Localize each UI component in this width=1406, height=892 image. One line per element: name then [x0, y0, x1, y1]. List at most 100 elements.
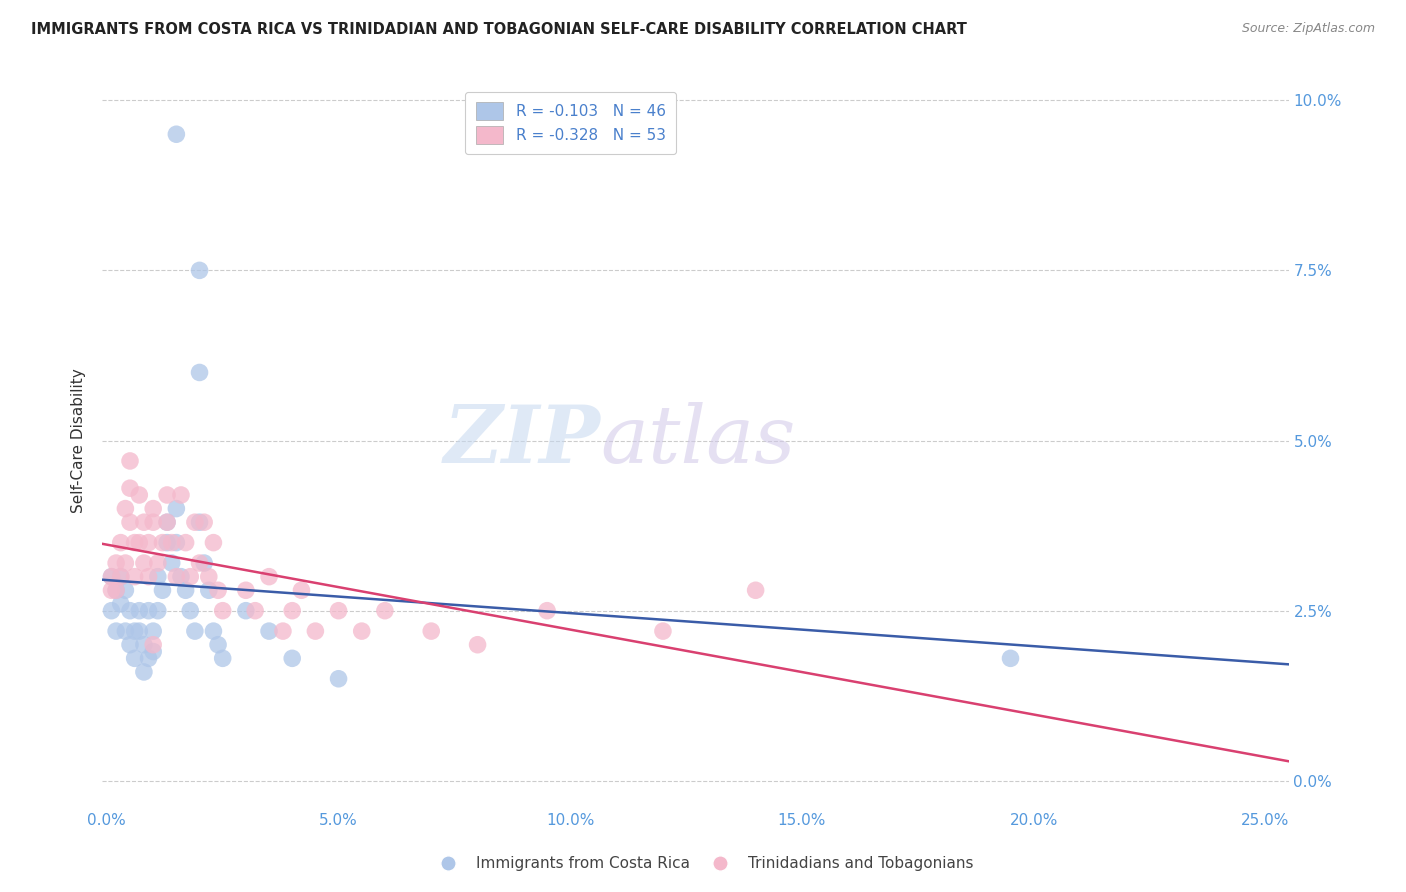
Point: [165, 535, 187, 549]
Point: [128, 624, 150, 639]
Point: [142, 644, 165, 658]
Point: [156, 515, 179, 529]
Point: [257, 569, 280, 583]
Point: [188, 366, 211, 380]
Point: [420, 624, 443, 639]
Point: [202, 535, 225, 549]
Point: [100, 569, 122, 583]
Point: [193, 515, 215, 529]
Point: [110, 535, 132, 549]
Point: [174, 583, 197, 598]
Point: [170, 569, 193, 583]
Point: [235, 604, 257, 618]
Point: [118, 481, 141, 495]
Point: [132, 665, 155, 679]
Text: Source: ZipAtlas.com: Source: ZipAtlas.com: [1241, 22, 1375, 36]
Point: [114, 556, 136, 570]
Point: [179, 569, 201, 583]
Point: [146, 569, 169, 583]
Point: [152, 535, 174, 549]
Point: [160, 556, 183, 570]
Point: [160, 535, 183, 549]
Point: [105, 583, 128, 598]
Point: [179, 604, 201, 618]
Point: [118, 515, 141, 529]
Y-axis label: Self-Care Disability: Self-Care Disability: [72, 368, 86, 513]
Point: [188, 263, 211, 277]
Point: [188, 556, 211, 570]
Point: [536, 604, 558, 618]
Point: [328, 604, 350, 618]
Point: [165, 127, 187, 141]
Point: [124, 651, 146, 665]
Point: [170, 488, 193, 502]
Point: [290, 583, 312, 598]
Point: [328, 672, 350, 686]
Point: [124, 535, 146, 549]
Point: [114, 624, 136, 639]
Point: [374, 604, 396, 618]
Text: atlas: atlas: [600, 401, 796, 479]
Point: [202, 624, 225, 639]
Legend: R = -0.103   N = 46, R = -0.328   N = 53: R = -0.103 N = 46, R = -0.328 N = 53: [465, 92, 676, 154]
Point: [142, 501, 165, 516]
Point: [146, 604, 169, 618]
Point: [350, 624, 373, 639]
Point: [132, 556, 155, 570]
Point: [1000, 651, 1022, 665]
Point: [118, 604, 141, 618]
Point: [207, 583, 229, 598]
Point: [138, 651, 160, 665]
Point: [304, 624, 326, 639]
Point: [105, 556, 128, 570]
Point: [156, 515, 179, 529]
Point: [118, 638, 141, 652]
Point: [165, 569, 187, 583]
Point: [184, 515, 207, 529]
Point: [100, 583, 122, 598]
Point: [142, 638, 165, 652]
Point: [652, 624, 675, 639]
Point: [467, 638, 489, 652]
Point: [188, 515, 211, 529]
Point: [198, 569, 221, 583]
Point: [281, 651, 304, 665]
Point: [184, 624, 207, 639]
Point: [142, 624, 165, 639]
Point: [124, 624, 146, 639]
Point: [257, 624, 280, 639]
Point: [198, 583, 221, 598]
Point: [132, 515, 155, 529]
Point: [110, 569, 132, 583]
Point: [138, 569, 160, 583]
Point: [207, 638, 229, 652]
Point: [114, 501, 136, 516]
Point: [128, 604, 150, 618]
Point: [174, 535, 197, 549]
Point: [165, 501, 187, 516]
Point: [152, 583, 174, 598]
Point: [110, 569, 132, 583]
Point: [156, 535, 179, 549]
Point: [138, 604, 160, 618]
Point: [193, 556, 215, 570]
Point: [271, 624, 294, 639]
Point: [128, 535, 150, 549]
Point: [105, 583, 128, 598]
Point: [281, 604, 304, 618]
Point: [138, 535, 160, 549]
Point: [211, 604, 233, 618]
Point: [124, 569, 146, 583]
Point: [132, 638, 155, 652]
Text: ZIP: ZIP: [444, 401, 600, 479]
Point: [100, 569, 122, 583]
Point: [128, 488, 150, 502]
Point: [114, 583, 136, 598]
Point: [142, 515, 165, 529]
Point: [243, 604, 266, 618]
Point: [110, 597, 132, 611]
Point: [105, 624, 128, 639]
Point: [744, 583, 766, 598]
Point: [100, 604, 122, 618]
Point: [146, 556, 169, 570]
